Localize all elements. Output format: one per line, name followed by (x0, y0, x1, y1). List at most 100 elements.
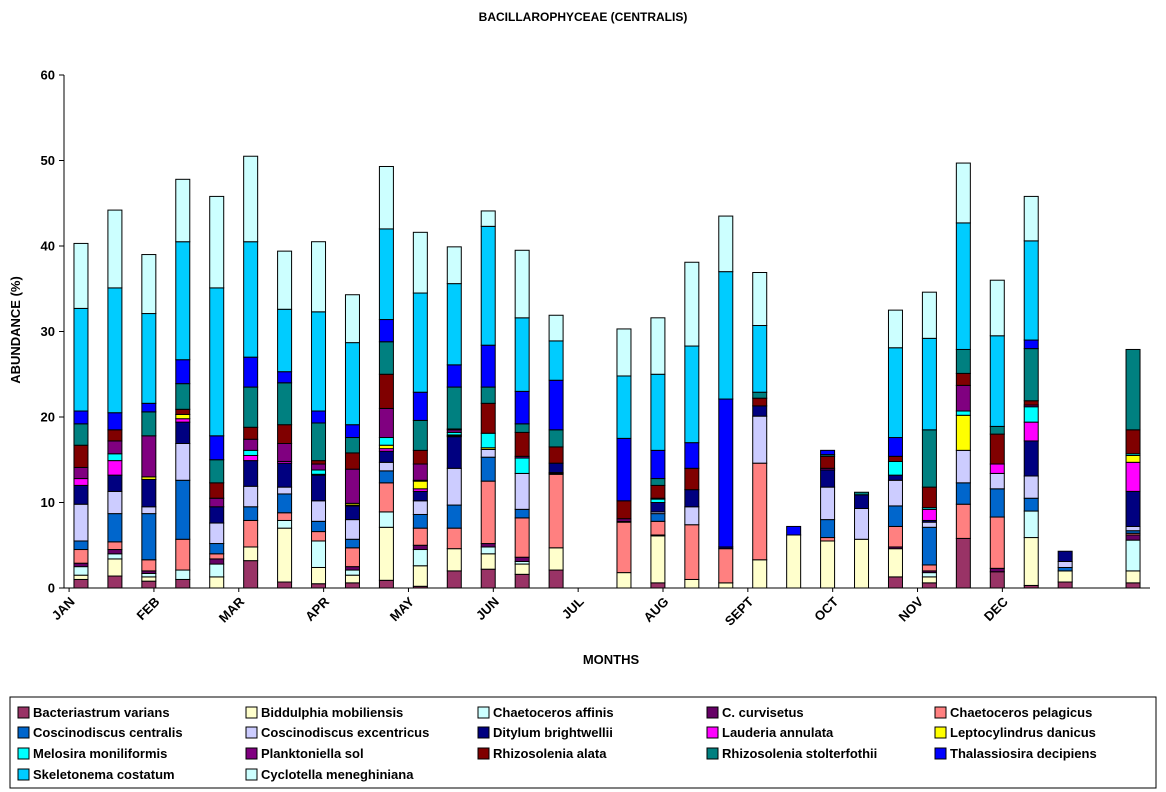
bar-segment (175, 538, 191, 571)
bar-segment (378, 444, 394, 450)
bar-segment (412, 544, 428, 551)
bar-segment (446, 386, 462, 430)
bar-segment (887, 309, 903, 349)
x-tick-label: NOV (896, 594, 927, 625)
bar-segment (344, 566, 360, 571)
legend-label: Ditylum brightwellii (493, 725, 613, 740)
bar-segment (752, 405, 768, 417)
bar-segment (209, 497, 225, 508)
bar-segment (1023, 348, 1039, 402)
bar-segment (752, 415, 768, 464)
bar-segment (73, 444, 89, 468)
bar-segment (344, 424, 360, 439)
bar-segment (107, 553, 123, 560)
bar-segment (616, 375, 632, 439)
bar-segment (446, 246, 462, 285)
bar-segment (650, 449, 666, 480)
bar-segment (446, 504, 462, 529)
legend-label: Coscinodiscus centralis (33, 725, 183, 740)
bar-segment (344, 574, 360, 584)
bar-segment (820, 519, 836, 539)
bar-segment (209, 576, 225, 589)
bar-segment (1125, 348, 1141, 431)
bar-segment (311, 566, 327, 585)
bar-segment (1057, 550, 1073, 562)
bar-segment (311, 311, 327, 412)
bar-segment (955, 414, 971, 451)
legend-swatch (17, 706, 30, 719)
bar-segment (955, 372, 971, 386)
bar-segment (243, 155, 259, 243)
bar-segment (73, 478, 89, 486)
bar-segment (616, 437, 632, 502)
bar-segment (1125, 490, 1141, 527)
x-axis-title: MONTHS (583, 652, 640, 667)
bar-segment (209, 482, 225, 499)
bar-segment (480, 386, 496, 404)
bar-segment (141, 580, 157, 589)
bar-segment (175, 443, 191, 481)
bar-segment (1023, 406, 1039, 423)
bar-segment (311, 583, 327, 589)
bar-segment (141, 506, 157, 515)
bar-segment (786, 525, 802, 536)
legend-swatch (934, 726, 947, 739)
bar-segment (277, 382, 293, 426)
bar-segment (141, 313, 157, 404)
bar-segment (514, 390, 530, 425)
bar-segment (277, 512, 293, 521)
legend-label: Chaetoceros pelagicus (950, 705, 1092, 720)
bar-segment (752, 559, 768, 589)
legend-swatch (245, 768, 258, 781)
bar-segment (989, 488, 1005, 518)
legend-label: Melosira moniliformis (33, 746, 167, 761)
bar-segment (752, 397, 768, 407)
bar-segment (311, 540, 327, 568)
bar-segment (1125, 454, 1141, 463)
bar-segment (311, 500, 327, 522)
bar-segment (277, 519, 293, 529)
bar-segment (480, 448, 496, 458)
bar-segment (1125, 429, 1141, 455)
x-tick-label: FEB (133, 594, 162, 623)
bar-segment (73, 410, 89, 425)
bar-segment (209, 522, 225, 545)
bar-segment (955, 482, 971, 505)
bar-segment (73, 484, 89, 505)
bar-segment (1023, 400, 1039, 406)
bar-segment (107, 287, 123, 414)
bar-segment (446, 570, 462, 589)
bar-segment (921, 486, 937, 509)
bar-segment (684, 467, 700, 491)
bar-segment (175, 413, 191, 420)
bar-segment (175, 569, 191, 580)
bar-segment (684, 345, 700, 444)
bar-segment (277, 493, 293, 514)
bar-segment (378, 579, 394, 589)
bar-segment (277, 250, 293, 310)
bar-segment (921, 508, 937, 521)
bar-segment (73, 503, 89, 542)
bar-segment (277, 486, 293, 495)
bar-segment (446, 436, 462, 469)
bar-segment (243, 546, 259, 562)
bar-segment (650, 502, 666, 513)
bar-segment (684, 489, 700, 508)
legend-label: C. curvisetus (722, 705, 804, 720)
bar-segment (378, 470, 394, 484)
bar-segment (548, 429, 564, 448)
bar-segment (412, 549, 428, 567)
bar-segment (243, 454, 259, 462)
bar-segment (311, 469, 327, 475)
bar-segment (480, 344, 496, 388)
bar-segment (378, 165, 394, 230)
bar-segment (989, 279, 1005, 337)
plot-area (73, 155, 1141, 589)
bar-segment (446, 283, 462, 366)
bar-segment (1125, 525, 1141, 532)
bar-segment (1023, 339, 1039, 350)
x-tick-label: AUG (641, 594, 672, 625)
legend-label: Leptocylindrus danicus (950, 725, 1096, 740)
bar-segment (684, 261, 700, 347)
